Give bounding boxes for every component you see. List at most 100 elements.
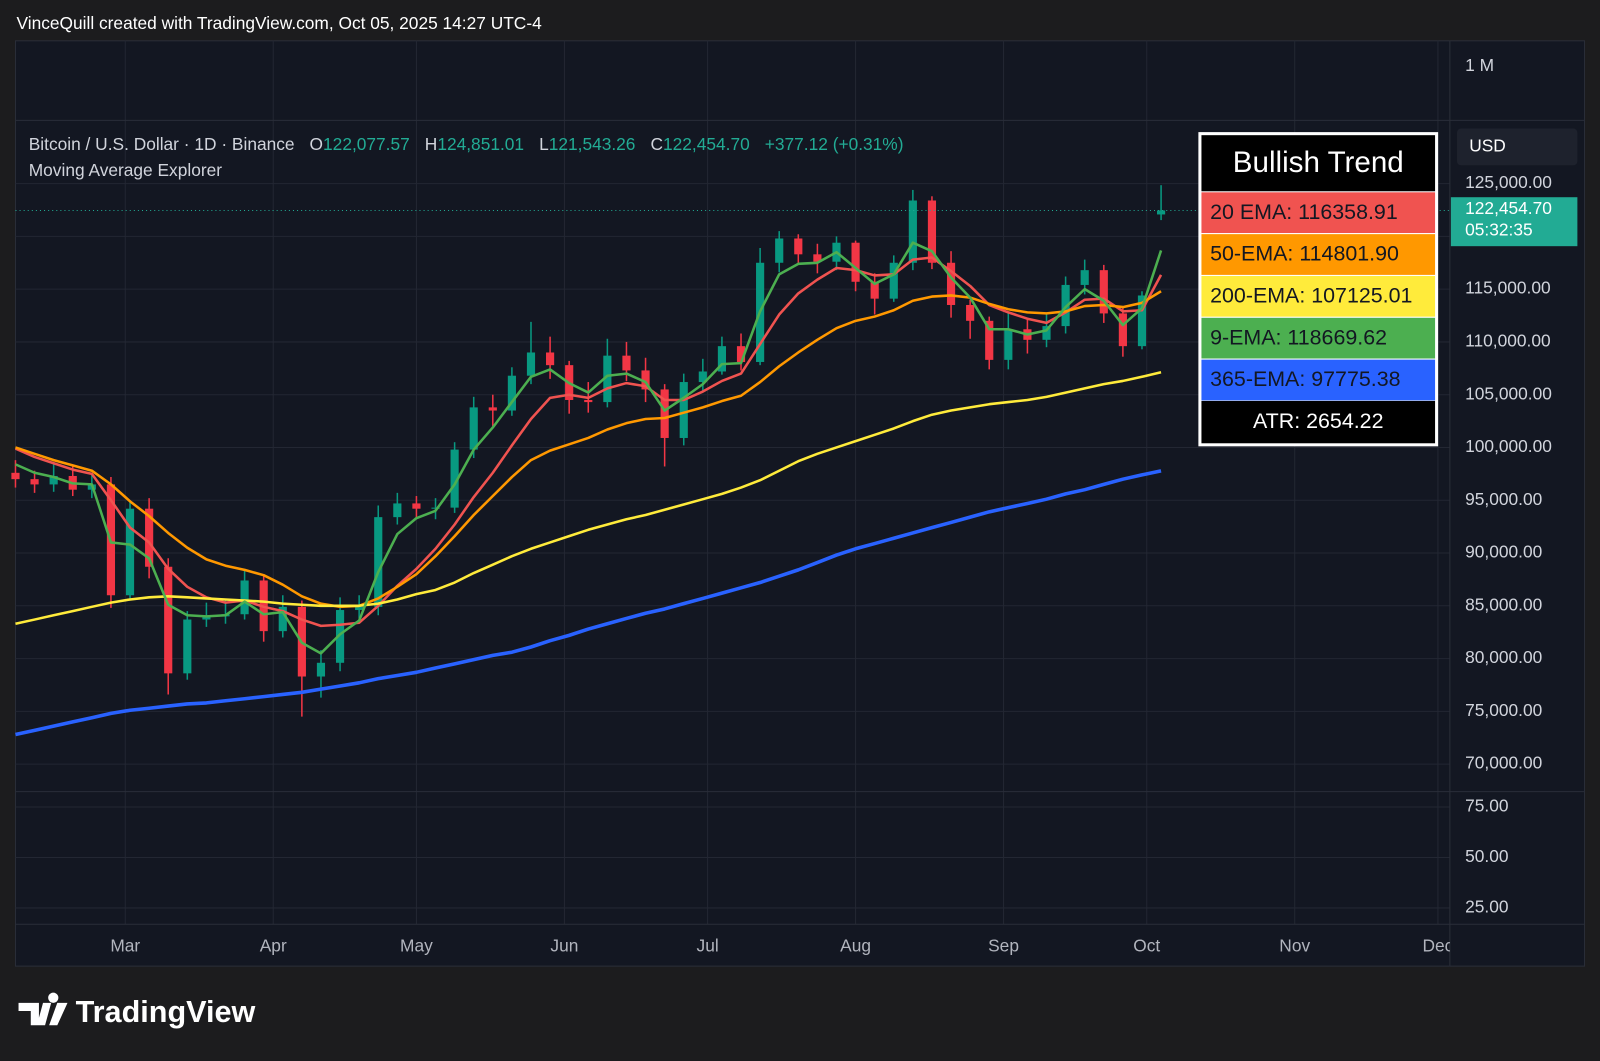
table-row: 200-EMA: 107125.01 [1210,284,1412,308]
candle-body [775,238,784,263]
y-tick-label: 85,000.00 [1465,594,1542,614]
ema-line [14,241,1163,655]
candle-body [966,304,975,321]
logo: TradingView [18,992,256,1029]
y-tick-label: 75.00 [1465,796,1508,816]
candle-body [278,606,287,632]
info-table: Bullish Trend 20 EMA: 116358.91 50-EMA: 11… [1198,132,1439,447]
candle-body [1042,326,1051,340]
symbol-line: Bitcoin / U.S. Dollar · 1D · Binance O12… [29,133,904,153]
y-tick-label: 75,000.00 [1465,700,1542,720]
candle-body [946,262,956,305]
candle-body [1137,295,1147,347]
x-tick-label: Mar [110,935,140,955]
y-tick-label: 80,000.00 [1465,647,1542,667]
y-tick-label: 70,000.00 [1465,753,1542,773]
candle-body [431,507,440,509]
candle-body [183,619,192,674]
candle-body [851,242,860,282]
candle-body [813,254,822,262]
x-tick-label: Dec [1423,935,1454,955]
table-title-bg [1199,133,1437,192]
x-tick-label: Apr [260,935,287,955]
candle-body [889,262,898,299]
table-border [1198,132,1439,447]
candle-body [335,610,345,663]
y-tick-label: 50.00 [1465,846,1508,866]
candle-body [450,449,459,508]
candle-body [584,399,593,403]
candle-body [794,238,803,255]
candle-body [870,281,879,299]
symbol: Bitcoin / U.S. Dollar · 1D · Binance [29,133,295,153]
candle-body [1004,329,1013,360]
candle-body [603,355,612,403]
y-tick-label: 25.00 [1465,897,1508,917]
ohlc-value: 122,454.70 [663,133,750,153]
ohlc-value: 121,543.26 [549,133,636,153]
candle-body [374,517,383,607]
candle-body [316,662,326,677]
currency[interactable]: USD [1469,135,1506,155]
table-row: 50-EMA: 114801.90 [1210,242,1399,266]
candle-body [736,346,746,362]
ema-line [15,371,1162,625]
candle-body [546,352,555,366]
x-tick-label: Oct [1133,935,1160,955]
x-tick-label: May [400,935,433,955]
candle-body [240,580,249,615]
ohlc-key: H [425,133,438,153]
y-tick-label: 90,000.00 [1465,542,1542,562]
candle-body [125,508,135,596]
ohlc-value: 122,077.57 [323,133,410,153]
x-tick-label: Nov [1279,935,1310,955]
last-price-box [1450,197,1578,247]
candle-body [145,508,154,567]
candle-body [717,346,727,372]
ema-line [15,469,1162,737]
candle-body [622,355,631,371]
countdown: 05:32:35 [1465,219,1532,239]
last-price-label: 122,454.70 [1465,198,1552,218]
candle-body [1099,270,1108,314]
candle-body [49,475,58,485]
brand: TradingView [76,995,256,1029]
x-tick-label: Sep [988,935,1019,955]
table-row: ATR: 2654.22 [1253,409,1384,433]
candle-body [412,503,421,509]
candle-body [1080,270,1089,285]
x-tick-label: Aug [840,935,871,955]
candle-body [355,606,364,611]
candle-body [488,407,497,411]
y-tick-label: 105,000.00 [1465,383,1552,403]
indicator-name: Moving Average Explorer [29,160,223,180]
plot [11,185,1450,737]
table-row: 365-EMA: 97775.38 [1210,367,1400,391]
top-pane-label: 1 M [1465,55,1494,75]
credit: VinceQuill created with TradingView.com,… [16,13,542,33]
candle-body [641,370,650,390]
candle-body [1156,210,1166,215]
y-tick-label: 100,000.00 [1465,436,1552,456]
y-tick-label: 95,000.00 [1465,489,1542,509]
table-row-bg [1199,233,1438,276]
change: +377.12 (+0.31%) [765,133,904,153]
candle-body [985,320,994,360]
candle-body [660,389,669,438]
x-tick-label: Jul [697,935,719,955]
candle-body [393,503,402,518]
table-row-bg [1199,274,1438,318]
y-tick-label: 115,000.00 [1465,278,1550,298]
table-row: 9-EMA: 118669.62 [1210,325,1387,349]
table-row: 20 EMA: 116358.91 [1210,200,1398,224]
table-row-bg [1199,400,1437,445]
grid [15,40,1450,925]
candle-body [11,472,20,480]
currency-box[interactable] [1457,128,1578,166]
ohlc-key: O [310,133,323,153]
table-title: Bullish Trend [1233,146,1404,179]
candle-body [526,352,536,376]
x-tick-label: Jun [550,935,578,955]
